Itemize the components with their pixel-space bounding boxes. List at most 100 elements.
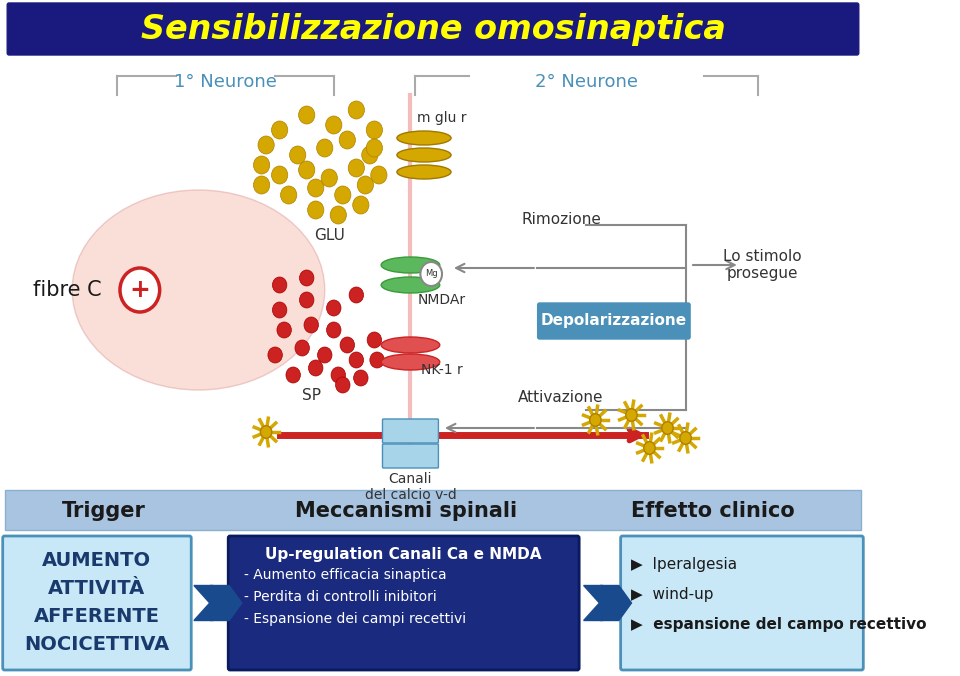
FancyBboxPatch shape (5, 490, 861, 530)
Circle shape (304, 317, 319, 333)
Circle shape (339, 131, 355, 149)
Circle shape (367, 332, 381, 348)
Text: ▶  wind-up: ▶ wind-up (632, 587, 714, 602)
Text: Sensibilizzazione omosinaptica: Sensibilizzazione omosinaptica (140, 14, 726, 47)
Circle shape (326, 322, 341, 338)
Circle shape (626, 409, 637, 421)
Circle shape (644, 441, 655, 454)
Circle shape (348, 101, 365, 119)
Circle shape (299, 161, 315, 179)
Text: SP: SP (301, 387, 321, 402)
Circle shape (331, 367, 346, 383)
Circle shape (260, 426, 272, 438)
Circle shape (286, 367, 300, 383)
Circle shape (367, 139, 382, 157)
Text: fibre C: fibre C (34, 280, 102, 300)
Circle shape (362, 146, 378, 164)
Circle shape (661, 422, 673, 434)
Circle shape (273, 277, 287, 293)
Circle shape (272, 121, 288, 139)
Circle shape (308, 360, 323, 376)
Circle shape (352, 196, 369, 214)
Circle shape (340, 337, 354, 353)
Text: AUMENTO
ATTIVITÀ
AFFERENTE
NOCICETTIVA: AUMENTO ATTIVITÀ AFFERENTE NOCICETTIVA (24, 552, 169, 654)
Circle shape (317, 139, 333, 157)
Circle shape (120, 268, 159, 312)
Circle shape (258, 136, 275, 154)
Circle shape (307, 201, 324, 219)
FancyBboxPatch shape (620, 536, 863, 670)
Polygon shape (194, 585, 226, 621)
Circle shape (370, 352, 384, 368)
Text: NK-1 r: NK-1 r (421, 363, 463, 377)
Circle shape (268, 347, 282, 363)
Circle shape (589, 414, 601, 427)
Text: m glu r: m glu r (418, 111, 467, 125)
Text: Trigger: Trigger (61, 501, 146, 521)
Ellipse shape (396, 131, 451, 145)
Text: NMDAr: NMDAr (418, 293, 467, 307)
Ellipse shape (381, 337, 440, 353)
Circle shape (290, 146, 306, 164)
Text: Effetto clinico: Effetto clinico (631, 501, 795, 521)
Circle shape (299, 106, 315, 124)
Text: Depolarizzazione: Depolarizzazione (540, 314, 686, 329)
FancyBboxPatch shape (8, 3, 859, 55)
Text: GLU: GLU (314, 228, 345, 243)
Text: - Espansione dei campi recettivi: - Espansione dei campi recettivi (244, 612, 466, 626)
Circle shape (336, 377, 350, 393)
Circle shape (280, 186, 297, 204)
Text: Lo stimolo
prosegue: Lo stimolo prosegue (723, 249, 802, 281)
Circle shape (276, 322, 292, 338)
Text: - Perdita di controlli inibitori: - Perdita di controlli inibitori (244, 590, 436, 604)
Text: - Aumento efficacia sinaptica: - Aumento efficacia sinaptica (244, 568, 446, 582)
Circle shape (300, 292, 314, 308)
Ellipse shape (396, 148, 451, 162)
Text: Up-regulation Canali Ca e NMDA: Up-regulation Canali Ca e NMDA (265, 548, 541, 562)
Circle shape (349, 352, 364, 368)
Text: Meccanismi spinali: Meccanismi spinali (295, 501, 517, 521)
Ellipse shape (381, 257, 440, 273)
Circle shape (253, 156, 270, 174)
Text: Mg: Mg (425, 270, 438, 279)
Circle shape (272, 166, 288, 184)
Circle shape (295, 340, 309, 356)
Text: 2° Neurone: 2° Neurone (535, 73, 637, 91)
Polygon shape (210, 585, 242, 621)
Circle shape (353, 370, 368, 386)
Polygon shape (584, 585, 615, 621)
FancyBboxPatch shape (228, 536, 579, 670)
Ellipse shape (72, 190, 324, 390)
Circle shape (349, 287, 364, 303)
FancyBboxPatch shape (538, 303, 690, 339)
Circle shape (326, 300, 341, 316)
Circle shape (322, 169, 337, 187)
Circle shape (300, 270, 314, 286)
Circle shape (307, 179, 324, 197)
Circle shape (420, 262, 442, 286)
Circle shape (357, 176, 373, 194)
Ellipse shape (381, 277, 440, 293)
FancyBboxPatch shape (382, 419, 439, 443)
FancyBboxPatch shape (382, 444, 439, 468)
Text: ▶  Iperalgesia: ▶ Iperalgesia (632, 558, 737, 573)
Circle shape (325, 116, 342, 134)
FancyBboxPatch shape (3, 536, 191, 670)
Text: 1° Neurone: 1° Neurone (174, 73, 276, 91)
Circle shape (348, 159, 365, 177)
Circle shape (330, 206, 347, 224)
Circle shape (273, 302, 287, 318)
Ellipse shape (396, 165, 451, 179)
Text: Canali
del calcio v-d: Canali del calcio v-d (365, 472, 456, 502)
Circle shape (318, 347, 332, 363)
Circle shape (680, 432, 691, 444)
Text: Attivazione: Attivazione (518, 391, 604, 406)
Circle shape (253, 176, 270, 194)
Text: ▶  espansione del campo recettivo: ▶ espansione del campo recettivo (632, 617, 927, 633)
Text: +: + (130, 278, 151, 302)
Text: Rimozione: Rimozione (521, 212, 601, 228)
Polygon shape (600, 585, 632, 621)
Circle shape (335, 186, 351, 204)
Circle shape (371, 166, 387, 184)
Circle shape (367, 121, 382, 139)
